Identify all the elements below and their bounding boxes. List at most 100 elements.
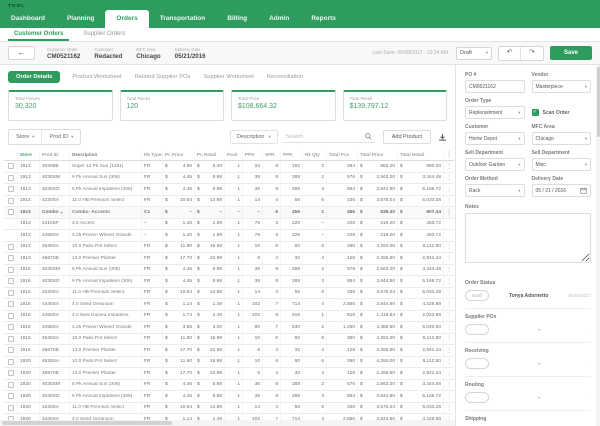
order-status-dropdown[interactable]: Draft ▾ xyxy=(456,46,492,60)
nav-tab-transportation[interactable]: Transportation xyxy=(159,15,206,22)
mfc-area-select[interactable]: Chicago ▾ xyxy=(531,132,591,145)
nav-tab-orders[interactable]: Orders xyxy=(105,10,149,28)
row-checkbox[interactable] xyxy=(7,289,14,296)
table-row[interactable]: 1916 4440SA 4.0 Seed Geranium FR $1.14 $1.48 1… xyxy=(4,299,454,311)
col-header-pc-retail[interactable]: Pc Retail xyxy=(195,149,225,160)
row-checkbox[interactable] xyxy=(7,266,14,273)
col-header-pps[interactable]: PPS xyxy=(243,149,263,160)
redo-button[interactable]: ↷ xyxy=(529,48,535,56)
tab-product-worksheet[interactable]: Product Worksheet xyxy=(72,74,122,80)
row-menu-icon[interactable]: ⋮ xyxy=(446,186,452,193)
col-header-pack[interactable]: Pack xyxy=(225,149,243,160)
table-row[interactable]: 1916 4450SA 4.0 New Guinea Impatiens FR $1.7… xyxy=(4,310,454,322)
customer-select[interactable]: Home Depot ▾ xyxy=(465,132,525,145)
row-menu-icon[interactable]: ⋮ xyxy=(446,393,452,400)
row-menu-icon[interactable]: ⋮ xyxy=(446,405,452,412)
row-menu-icon[interactable]: ⋮ xyxy=(446,370,452,377)
col-header-ppr[interactable]: PPR xyxy=(281,149,303,160)
table-row[interactable]: 1916 4030SO 6 Pk Annual Impatiens (306) FR $… xyxy=(4,276,454,288)
row-menu-icon[interactable]: ⋮ xyxy=(446,313,452,320)
prodid-filter-dropdown[interactable]: Prod ID ▾ xyxy=(41,130,80,144)
col-header-spr[interactable]: SPR xyxy=(263,149,281,160)
row-menu-icon[interactable]: ⋮ xyxy=(446,359,452,366)
table-row[interactable]: 1913 4220SA 11.0 HB Premium Select FR $10.64… xyxy=(4,195,454,207)
table-row[interactable]: 1916 4667SE 13.0 Premier Planter FR $17.70 $2… xyxy=(4,345,454,357)
col-header-rk-type[interactable]: Rk Type xyxy=(142,149,163,160)
row-checkbox[interactable] xyxy=(7,301,14,308)
combo-expand-icon[interactable]: ▾ xyxy=(60,209,63,215)
row-checkbox[interactable] xyxy=(7,174,14,181)
row-menu-icon[interactable]: ⋮ xyxy=(446,290,452,297)
sell-department-select[interactable]: Outdoor Garden ▾ xyxy=(465,158,525,171)
table-row[interactable]: 1913 Combo ▾ Combo: Accents C1 $ – $ – – –6 456 1 456… xyxy=(4,207,454,219)
po--input[interactable]: CM0521162 xyxy=(465,80,525,93)
table-row[interactable]: 1916 4458SA 4.25 Proven Winner Grande FR $3.… xyxy=(4,322,454,334)
row-menu-icon[interactable]: ⋮ xyxy=(446,198,452,205)
col-header-total-retail[interactable]: Total Retail xyxy=(398,149,444,160)
row-checkbox[interactable] xyxy=(7,243,14,250)
table-row[interactable]: 1916 4626SA 10.0 Patio Pot Select FR $11.90 $… xyxy=(4,333,454,345)
col-header-prod-id[interactable]: Prod ID xyxy=(40,149,70,160)
order-method-select[interactable]: Rack ▾ xyxy=(465,184,525,197)
table-row[interactable]: 1913 4030SM 6 Pk Annual Sun (306) FR $4.45 $5… xyxy=(4,172,454,184)
search-column-dropdown[interactable]: Description ▾ xyxy=(229,130,278,144)
row-checkbox[interactable] xyxy=(7,324,14,331)
table-row[interactable]: 1913 40285B Super 12 Pk Sun (1201) FR $4.60 $… xyxy=(4,161,454,173)
row-menu-icon[interactable]: ⋮ xyxy=(446,301,452,308)
col-header-store[interactable]: Store xyxy=(18,149,40,160)
row-checkbox[interactable] xyxy=(7,197,14,204)
vertical-scrollbar[interactable] xyxy=(596,65,600,426)
table-row[interactable]: 1913 4458SA 4.25 Proven Winner Grande – $1.4… xyxy=(4,230,454,242)
row-checkbox[interactable] xyxy=(7,393,14,400)
nav-tab-billing[interactable]: Billing xyxy=(227,15,248,22)
row-menu-icon[interactable]: ⋮ xyxy=(446,255,452,262)
tab-reconciliation[interactable]: Reconciliation xyxy=(266,74,303,80)
row-checkbox[interactable] xyxy=(7,335,14,342)
subnav-customer-orders[interactable]: Customer Orders xyxy=(8,28,70,41)
row-menu-icon[interactable]: ⋮ xyxy=(446,163,452,170)
undo-button[interactable]: ↶ xyxy=(499,46,521,60)
table-row[interactable]: 1913 4667SE 13.0 Premier Planter FR $17.70 $2… xyxy=(4,253,454,265)
row-menu-icon[interactable]: ⋮ xyxy=(446,336,452,343)
table-row[interactable]: 1920 4220SA 11.0 HB Premium Select FR $10.64… xyxy=(4,402,454,414)
notes-textarea[interactable] xyxy=(465,213,591,263)
row-menu-icon[interactable]: ⋮ xyxy=(446,267,452,274)
search-input[interactable]: Search xyxy=(282,131,375,143)
col-header-total-price[interactable]: Total Price xyxy=(358,149,398,160)
row-checkbox[interactable] xyxy=(7,370,14,377)
nav-tab-admin[interactable]: Admin xyxy=(269,15,290,22)
row-menu-icon[interactable]: ⋮ xyxy=(446,278,452,285)
scan-order-checkbox[interactable]: ✓ xyxy=(531,109,539,116)
store-filter-dropdown[interactable]: Store ▾ xyxy=(9,130,41,144)
vertical-scrollbar-thumb[interactable] xyxy=(596,67,600,137)
nav-tab-reports[interactable]: Reports xyxy=(311,15,336,22)
table-row[interactable]: 1920 4626SA 10.0 Patio Pot Select FR $11.90 $… xyxy=(4,356,454,368)
vendor-select[interactable]: Masterpiece ▾ xyxy=(531,80,591,93)
row-checkbox[interactable] xyxy=(7,347,14,354)
tab-order-details[interactable]: Order Details xyxy=(8,71,61,83)
table-row[interactable]: 1913 4410SF 3.5 Accent – $1.40 $1.99 1 76 3 228–2… xyxy=(4,218,454,230)
table-row[interactable]: 1916 4220SA 11.0 HB Premium Select FR $10.64… xyxy=(4,287,454,299)
col-header-total-pcs[interactable]: Total Pcs xyxy=(327,149,358,160)
col-header-pc-price[interactable]: Pc Price xyxy=(163,149,195,160)
col-header-rk-qty[interactable]: Rk Qty xyxy=(303,149,327,160)
row-checkbox[interactable] xyxy=(7,186,14,193)
row-menu-icon[interactable]: ⋮ xyxy=(446,209,452,216)
row-menu-icon[interactable]: ⋮ xyxy=(446,416,452,423)
table-row[interactable]: 1920 4030SO 6 Pk Annual Impatiens (306) FR $… xyxy=(4,391,454,403)
row-menu-icon[interactable]: ⋮ xyxy=(446,347,452,354)
subnav-supplier-orders[interactable]: Supplier Orders xyxy=(83,31,126,37)
sell-department-select[interactable]: Misc ▾ xyxy=(531,158,591,171)
add-product-button[interactable]: Add Product xyxy=(382,130,431,144)
row-menu-icon[interactable]: ⋮ xyxy=(446,175,452,182)
save-button[interactable]: Save xyxy=(550,46,592,60)
row-checkbox[interactable] xyxy=(7,358,14,365)
row-checkbox[interactable] xyxy=(7,209,14,216)
order-type-select[interactable]: Replenishment ▾ xyxy=(465,106,525,119)
nav-tab-dashboard[interactable]: Dashboard xyxy=(11,15,45,22)
table-row[interactable]: 1920 4030SM 6 Pk Annual Sun (306) FR $4.45 $5… xyxy=(4,379,454,391)
table-row[interactable]: 1916 4030SM 6 Pk Annual Sun (306) FR $4.45 $5… xyxy=(4,264,454,276)
table-row[interactable]: 1913 4030SO 6 Pk Annual Impatiens (306) FR $… xyxy=(4,184,454,196)
row-checkbox[interactable] xyxy=(7,404,14,411)
row-checkbox[interactable] xyxy=(7,312,14,319)
